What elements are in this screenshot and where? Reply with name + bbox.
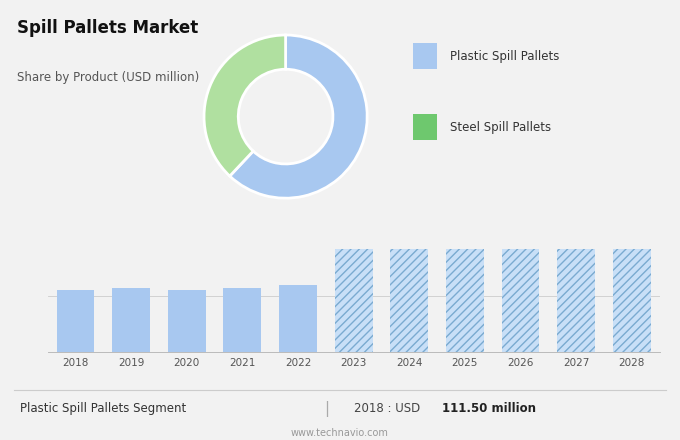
Text: 2018 : USD: 2018 : USD	[354, 402, 424, 415]
Bar	[413, 114, 437, 140]
Text: 111.50 million: 111.50 million	[442, 402, 536, 415]
Bar	[224, 288, 261, 352]
Bar	[613, 241, 651, 352]
Text: Spill Pallets Market: Spill Pallets Market	[17, 19, 199, 37]
Bar	[112, 288, 150, 352]
Text: |: |	[324, 400, 329, 417]
Bar	[390, 241, 428, 352]
Bar	[279, 285, 317, 352]
Wedge shape	[204, 35, 286, 176]
Bar	[56, 290, 95, 352]
Bar	[446, 241, 483, 352]
Bar	[557, 241, 595, 352]
Text: Plastic Spill Pallets: Plastic Spill Pallets	[450, 50, 560, 63]
Text: Steel Spill Pallets: Steel Spill Pallets	[450, 121, 551, 134]
Bar	[335, 241, 373, 352]
Text: www.technavio.com: www.technavio.com	[291, 428, 389, 438]
Wedge shape	[230, 35, 367, 198]
Text: Share by Product (USD million): Share by Product (USD million)	[17, 70, 199, 84]
Text: Plastic Spill Pallets Segment: Plastic Spill Pallets Segment	[20, 402, 186, 415]
Bar	[502, 241, 539, 352]
Bar	[168, 290, 205, 352]
Bar	[413, 43, 437, 69]
